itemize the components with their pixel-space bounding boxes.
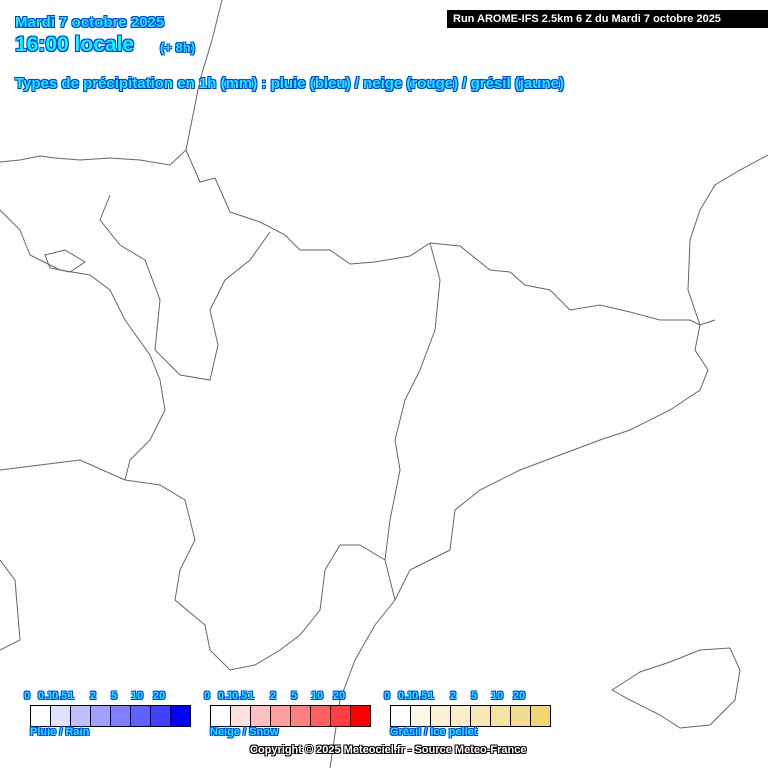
legend-tick: 0.1 <box>38 690 54 702</box>
legend-tick: 0.1 <box>218 690 234 702</box>
color-swatch <box>51 706 71 726</box>
forecast-date: Mardi 7 octobre 2025 <box>15 14 165 31</box>
other-border-2 <box>0 559 21 651</box>
legend-tick: 20 <box>513 690 526 702</box>
rain-color-scale <box>30 705 191 727</box>
snow-legend-label: Neige / Snow <box>210 726 279 738</box>
legend-tick: 0.5 <box>52 690 68 702</box>
rain-legend-label: Pluie / Rain <box>30 726 90 738</box>
lake <box>44 249 86 273</box>
color-swatch <box>531 706 550 726</box>
atlantic-coastline <box>0 0 223 166</box>
color-swatch <box>271 706 291 726</box>
color-swatch <box>391 706 411 726</box>
color-swatch <box>511 706 531 726</box>
snow-color-scale <box>210 705 371 727</box>
color-swatch <box>451 706 471 726</box>
legend-tick: 10 <box>311 690 324 702</box>
color-swatch <box>211 706 231 726</box>
aragon-catalonia-border <box>384 242 441 601</box>
map-subtitle: Types de précipitation en 1h (mm) : plui… <box>15 75 564 92</box>
legend-tick: 0.1 <box>398 690 414 702</box>
legend-tick: 2 <box>90 690 97 702</box>
color-swatch <box>491 706 511 726</box>
france-spain-border <box>185 149 716 326</box>
legend-tick: 0.5 <box>232 690 248 702</box>
legend-tick: 0.5 <box>412 690 428 702</box>
forecast-time: 16:00 locale <box>15 33 135 56</box>
basque-border <box>0 209 386 671</box>
color-swatch <box>151 706 171 726</box>
legend-tick: 0 <box>24 690 31 702</box>
color-swatch <box>251 706 271 726</box>
color-swatch <box>411 706 431 726</box>
color-swatch <box>111 706 131 726</box>
mallorca-coast <box>611 647 741 729</box>
forecast-offset: (+ 8h) <box>160 40 196 55</box>
mediterranean-coast-catalonia <box>329 154 768 768</box>
legend-tick: 0 <box>384 690 391 702</box>
color-swatch <box>331 706 351 726</box>
legend-tick: 20 <box>153 690 166 702</box>
legend-tick: 5 <box>471 690 478 702</box>
sleet-color-scale <box>390 705 551 727</box>
legend-tick: 1 <box>68 690 75 702</box>
color-swatch <box>471 706 491 726</box>
copyright: Copyright © 2025 Meteociel.fr - Source M… <box>250 744 527 756</box>
legend-tick: 5 <box>291 690 298 702</box>
run-info: Run AROME-IFS 2.5km 6 Z du Mardi 7 octob… <box>447 10 768 28</box>
other-border <box>0 459 126 481</box>
color-swatch <box>91 706 111 726</box>
color-swatch <box>131 706 151 726</box>
legend-tick: 0 <box>204 690 211 702</box>
color-swatch <box>171 706 190 726</box>
color-swatch <box>351 706 370 726</box>
sleet-legend-label: Grésil / Ice pellet <box>390 726 478 738</box>
legend-tick: 1 <box>248 690 255 702</box>
legend-tick: 10 <box>131 690 144 702</box>
legend-tick: 2 <box>450 690 457 702</box>
legend-tick: 2 <box>270 690 277 702</box>
legend-tick: 5 <box>111 690 118 702</box>
legend-tick: 1 <box>428 690 435 702</box>
color-swatch <box>71 706 91 726</box>
navarra-border <box>99 194 271 381</box>
color-swatch <box>231 706 251 726</box>
color-swatch <box>291 706 311 726</box>
color-swatch <box>431 706 451 726</box>
color-swatch <box>31 706 51 726</box>
legend-tick: 20 <box>333 690 346 702</box>
legend-tick: 10 <box>491 690 504 702</box>
color-swatch <box>311 706 331 726</box>
